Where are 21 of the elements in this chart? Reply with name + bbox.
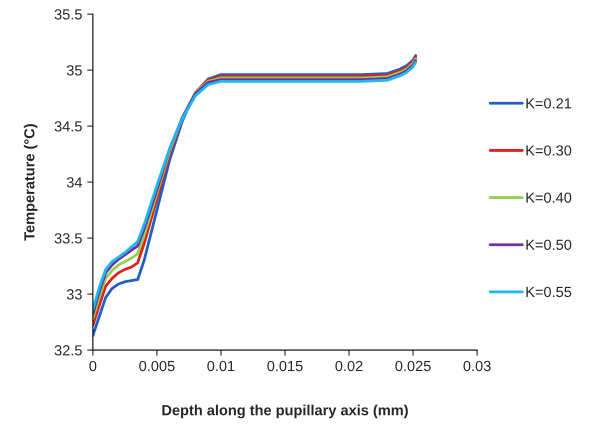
x-tick-label: 0.01 bbox=[207, 360, 234, 372]
legend-label: K=0.40 bbox=[526, 192, 572, 203]
y-tick-label: 34 bbox=[66, 177, 82, 188]
y-tick-label: 33.5 bbox=[54, 233, 82, 244]
y-tick-label: 35.5 bbox=[54, 9, 82, 20]
legend-label: K=0.21 bbox=[526, 98, 572, 109]
x-tick-label: 0.005 bbox=[139, 360, 175, 372]
x-tick-label: 0.02 bbox=[335, 360, 362, 372]
legend-label: K=0.50 bbox=[526, 240, 572, 250]
y-tick-label: 32.5 bbox=[54, 345, 82, 356]
legend-label: K=0.55 bbox=[526, 286, 572, 298]
y-tick-label: 33 bbox=[66, 289, 82, 300]
y-tick-label: 34.5 bbox=[54, 121, 82, 132]
x-tick-label: 0 bbox=[89, 360, 96, 372]
y-tick-label: 35 bbox=[66, 65, 82, 76]
y-axis-title: Temperature (°C) bbox=[24, 124, 38, 241]
legend-label: K=0.30 bbox=[526, 145, 572, 156]
x-tick-label: 0.03 bbox=[463, 360, 491, 372]
x-tick-label: 0.015 bbox=[267, 360, 303, 372]
x-axis-title: Depth along the pupillary axis (mm) bbox=[162, 404, 408, 418]
x-tick-label: 0.025 bbox=[395, 360, 431, 372]
